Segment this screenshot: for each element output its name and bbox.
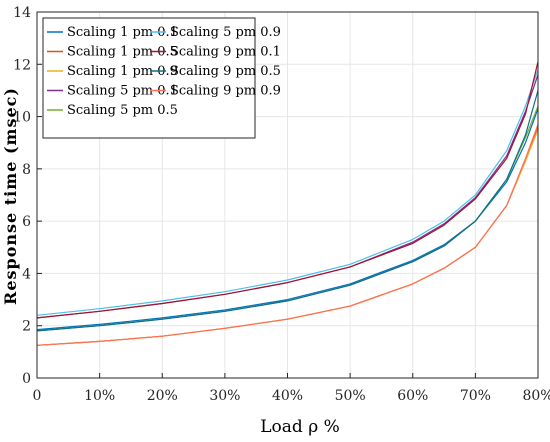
series-line-1 <box>36 108 539 331</box>
y-tick-label: 8 <box>22 162 31 178</box>
y-tick-label: 12 <box>13 57 31 73</box>
x-tick-label: 30% <box>209 388 240 404</box>
y-tick-label: 14 <box>13 5 31 21</box>
legend-label: Scaling 5 pm 0.1 <box>67 84 178 99</box>
axis-ticks <box>36 11 539 379</box>
x-tick-labels: 0 10% 20% 30% 40% 50% 60% 70% 80% <box>33 388 550 404</box>
legend-label: Scaling 5 pm 0.9 <box>170 25 281 40</box>
y-tick-label: 0 <box>22 371 31 387</box>
x-tick-label: 50% <box>335 388 366 404</box>
legend-box <box>42 17 256 139</box>
x-tick-label: 70% <box>460 388 491 404</box>
series-line-6 <box>36 69 539 316</box>
y-tick-label: 6 <box>22 214 31 230</box>
legend-label: Scaling 9 pm 0.5 <box>170 64 281 79</box>
y-tick-label: 10 <box>13 110 31 126</box>
legend-label: Scaling 1 pm 0.9 <box>67 64 178 79</box>
series-line-8 <box>36 90 539 332</box>
legend-label: Scaling 1 pm 0.5 <box>67 45 178 60</box>
legend-label: Scaling 1 pm 0.1 <box>67 25 178 40</box>
x-tick-label: 40% <box>272 388 303 404</box>
x-tick-label: 80% <box>522 388 550 404</box>
series-line-9 <box>36 124 539 346</box>
legend-label: Scaling 9 pm 0.9 <box>170 84 281 99</box>
x-tick-label: 0 <box>33 388 42 404</box>
x-tick-label: 10% <box>84 388 115 404</box>
y-tick-labels: 0 2 4 6 8 10 12 14 <box>13 5 31 387</box>
series-lines <box>36 61 539 346</box>
y-tick-label: 2 <box>22 319 31 335</box>
y-axis-label: Response time (msec) <box>1 87 20 305</box>
legend-label: Scaling 9 pm 0.1 <box>170 45 281 60</box>
x-axis-label: Load ρ % <box>260 417 340 437</box>
x-tick-label: 60% <box>397 388 428 404</box>
y-tick-label: 4 <box>22 266 31 282</box>
series-line-7 <box>36 61 539 319</box>
legend-label: Scaling 5 pm 0.5 <box>67 103 178 118</box>
x-tick-label: 20% <box>147 388 178 404</box>
